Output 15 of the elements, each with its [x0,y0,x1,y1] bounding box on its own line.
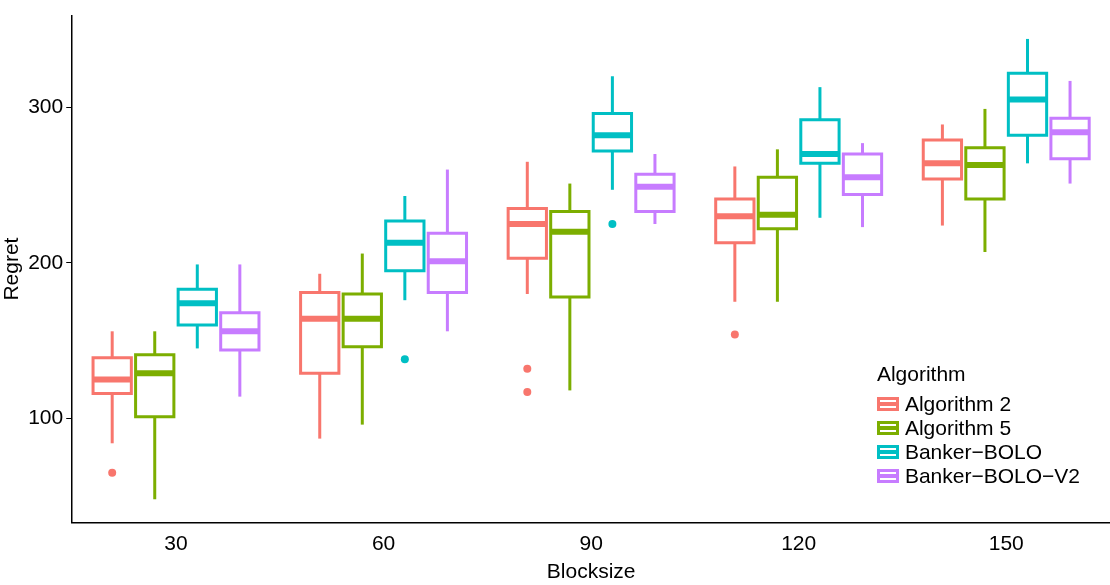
x-tick-label: 30 [164,531,188,554]
legend-label: Algorithm 2 [904,391,1012,416]
x-tick-label: 90 [579,531,603,554]
x-axis-title: Blocksize [546,559,636,583]
legend-label: Banker−BOLO [904,439,1043,464]
legend-label: Algorithm 5 [904,415,1012,440]
x-tick-label: 150 [988,531,1024,554]
legend-title: Algorithm [876,361,967,386]
x-tick-label: 60 [371,531,396,554]
legend-label: Banker−BOLO−V2 [904,463,1080,488]
y-tick-label: 100 [28,405,64,429]
y-tick-label: 200 [28,249,64,273]
y-tick-label: 300 [28,94,64,118]
y-axis-title: Regret [0,237,23,301]
x-tick-label: 120 [781,531,817,554]
